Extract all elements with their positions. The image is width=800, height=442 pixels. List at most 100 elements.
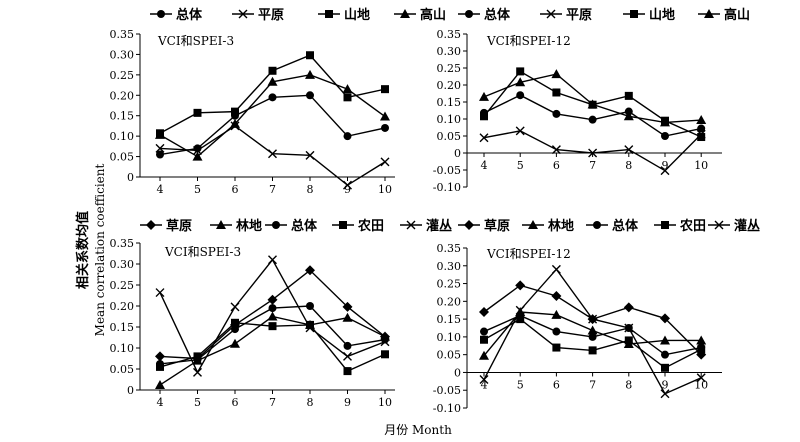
data-point bbox=[551, 69, 562, 79]
y-tick-label: 0 bbox=[454, 147, 461, 160]
legend-marker-circle bbox=[465, 10, 473, 18]
data-point bbox=[155, 351, 165, 362]
data-point bbox=[623, 111, 634, 121]
legend-marker-triangle bbox=[400, 9, 410, 18]
data-point bbox=[267, 311, 278, 321]
data-point bbox=[230, 118, 240, 128]
legend-marker-diamond bbox=[464, 220, 474, 230]
panel-title: VCI和SPEI-3 bbox=[164, 245, 241, 259]
data-point bbox=[268, 304, 277, 313]
y-tick-label: 0.30 bbox=[437, 260, 462, 273]
data-point bbox=[660, 313, 670, 324]
data-point bbox=[552, 88, 561, 97]
data-point bbox=[624, 336, 633, 345]
data-point bbox=[551, 309, 562, 319]
data-point bbox=[305, 265, 315, 276]
panel-title: VCI和SPEI-3 bbox=[157, 34, 234, 48]
chart-panel-3: 0 0.05 0.10 0.15 0.20 0.25 0.30 0.35 4 5 6 7 8 9 10 VCI… bbox=[110, 218, 453, 409]
data-point bbox=[660, 117, 670, 127]
series-triangle bbox=[479, 69, 707, 127]
legend-label: 草原 bbox=[484, 218, 510, 234]
data-point bbox=[306, 302, 314, 310]
legend-marker-square bbox=[325, 10, 333, 18]
data-point bbox=[624, 145, 634, 155]
x-tick-label: 5 bbox=[517, 159, 524, 172]
legend-label: 灌丛 bbox=[426, 218, 452, 234]
data-point bbox=[193, 145, 202, 155]
data-point bbox=[551, 291, 562, 301]
data-point bbox=[305, 69, 315, 79]
data-point bbox=[480, 335, 488, 344]
data-point bbox=[193, 367, 202, 377]
legend-label: 农田 bbox=[357, 218, 384, 234]
data-point bbox=[480, 112, 488, 121]
data-point bbox=[343, 341, 352, 350]
data-point bbox=[660, 166, 670, 176]
data-point bbox=[268, 322, 277, 331]
legend-item: 草原 bbox=[458, 218, 510, 234]
y-tick-label: 0.05 bbox=[437, 349, 462, 362]
data-point bbox=[381, 123, 389, 132]
series-x bbox=[479, 126, 706, 176]
legend-item: 灌丛 bbox=[708, 218, 760, 234]
legend-marker-circle bbox=[272, 221, 280, 229]
series-square bbox=[156, 318, 389, 376]
x-tick-label: 9 bbox=[662, 159, 669, 172]
y-tick-label: 0.15 bbox=[437, 313, 462, 326]
data-point bbox=[192, 151, 203, 161]
y-tick-label: 0.25 bbox=[110, 279, 135, 292]
legend-marker-triangle bbox=[704, 9, 714, 18]
data-point bbox=[480, 327, 488, 336]
legend-label: 总体 bbox=[176, 7, 203, 23]
legend-item: 平原 bbox=[232, 8, 284, 23]
data-point bbox=[587, 99, 598, 109]
legend-label: 高山 bbox=[420, 7, 446, 23]
y-tick-label: 0.05 bbox=[110, 151, 135, 164]
x-tick-label: 4 bbox=[481, 159, 488, 172]
data-point bbox=[624, 91, 633, 100]
data-point bbox=[268, 255, 277, 265]
data-point bbox=[306, 320, 314, 329]
data-point bbox=[231, 325, 239, 334]
x-tick-label: 4 bbox=[157, 396, 164, 409]
panel-title: VCI和SPEI-12 bbox=[486, 247, 571, 261]
legend-marker-triangle bbox=[216, 220, 226, 229]
chart-panel-4: -0.10 -0.05 0 0.05 0.10 0.15 0.20 0.25 0.30 0.35 4… bbox=[433, 218, 760, 415]
data-point bbox=[516, 67, 525, 76]
data-point bbox=[552, 343, 561, 352]
legend-label: 总体 bbox=[291, 218, 318, 234]
data-point bbox=[342, 301, 353, 312]
y-tick-label: 0.25 bbox=[437, 278, 462, 291]
data-point bbox=[588, 148, 598, 158]
data-point bbox=[306, 91, 314, 100]
legend-label: 山地 bbox=[649, 7, 675, 23]
data-point bbox=[479, 91, 489, 101]
x-tick-label: 7 bbox=[269, 396, 276, 409]
data-point bbox=[155, 129, 165, 139]
x-tick-label: 6 bbox=[232, 183, 239, 196]
panel-title: VCI和SPEI-12 bbox=[486, 34, 571, 48]
legend-item: 林地 bbox=[210, 218, 262, 234]
data-point bbox=[267, 76, 278, 86]
data-point bbox=[661, 350, 669, 359]
x-tick-label: 8 bbox=[307, 396, 314, 409]
y-tick-label: 0.30 bbox=[437, 45, 462, 58]
y-tick-label: 0.20 bbox=[110, 89, 135, 102]
x-axis-label: 月份 Month bbox=[384, 423, 452, 437]
x-tick-label: 9 bbox=[344, 183, 351, 196]
data-point bbox=[661, 132, 669, 140]
y-tick-label: 0.15 bbox=[437, 96, 462, 109]
y-tick-label: 0.05 bbox=[437, 130, 462, 143]
data-point bbox=[479, 307, 489, 317]
legend-item: 林地 bbox=[522, 218, 574, 234]
data-point bbox=[343, 351, 352, 361]
data-point bbox=[155, 288, 165, 298]
y-tick-label: 0.15 bbox=[110, 321, 135, 334]
data-point bbox=[305, 150, 315, 160]
data-point bbox=[551, 264, 561, 274]
data-point bbox=[623, 302, 634, 313]
data-point bbox=[268, 66, 277, 75]
legend-marker-circle bbox=[593, 221, 601, 229]
data-point bbox=[516, 91, 525, 100]
